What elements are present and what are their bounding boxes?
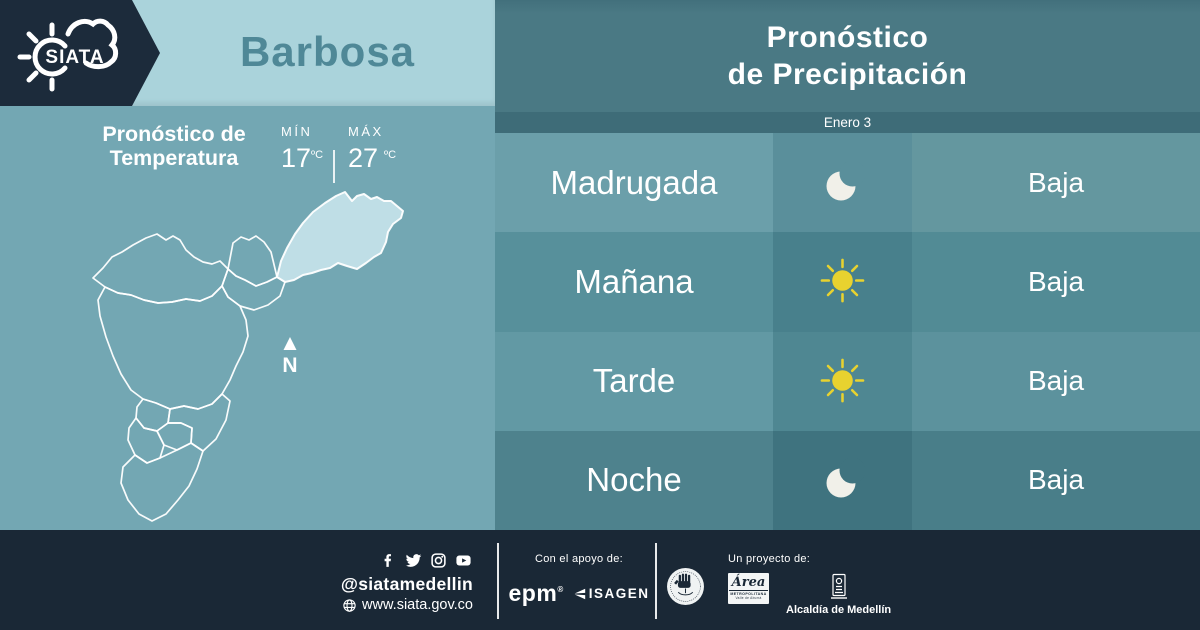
icon-cell-noche bbox=[773, 430, 912, 530]
compass-label: N bbox=[282, 354, 297, 377]
isagen-text: ISAGEN bbox=[588, 586, 650, 601]
siata-logo-text: SIATA bbox=[45, 47, 104, 68]
map-region-barbosa-highlight bbox=[276, 191, 404, 283]
period-cell-tarde: Tarde bbox=[495, 331, 773, 431]
temperature-heading-line1: Pronóstico de bbox=[102, 122, 246, 146]
level-cell-manana: Baja bbox=[912, 232, 1200, 332]
support-label: Con el apoyo de: bbox=[535, 553, 623, 565]
temp-max-unit: ºC bbox=[384, 149, 397, 161]
precipitation-title-line1: Pronóstico bbox=[766, 21, 929, 54]
alcaldia-text: Alcaldía de Medellín bbox=[786, 604, 892, 616]
epm-logo: epm® bbox=[509, 580, 564, 607]
precipitation-title-line2: de Precipitación bbox=[727, 58, 968, 91]
epm-registered-mark: ® bbox=[557, 585, 564, 594]
footer: @siatamedellin www.siata.gov.co Con el a… bbox=[0, 530, 1200, 630]
area-metropolitana-logo: Área METROPOLITANA Valle de Aburrá bbox=[728, 573, 769, 604]
level-cell-madrugada: Baja bbox=[912, 133, 1200, 233]
instagram-icon[interactable] bbox=[430, 552, 447, 569]
alcaldia-crest-icon bbox=[830, 573, 847, 599]
project-logos: Área METROPOLITANA Valle de Aburrá Alcal… bbox=[728, 573, 891, 616]
facebook-icon[interactable] bbox=[380, 552, 397, 569]
siata-sun-cloud-logo: SIATA bbox=[17, 18, 119, 92]
temp-min: MÍN 17ºC bbox=[281, 124, 323, 174]
temp-max-label: MÁX bbox=[348, 124, 384, 139]
icon-cell-tarde bbox=[773, 331, 912, 431]
left-header: SIATA Barbosa bbox=[0, 0, 495, 106]
area-metropolitana-text: METROPOLITANA bbox=[730, 591, 767, 596]
map-region-8 bbox=[127, 417, 165, 464]
level-cell-noche: Baja bbox=[912, 430, 1200, 530]
sun-arc bbox=[32, 37, 68, 77]
moon-icon bbox=[826, 160, 865, 201]
temperature-heading-line2: Temperatura bbox=[109, 146, 239, 170]
map-region-7 bbox=[156, 422, 193, 451]
siata-logo-pennant: SIATA bbox=[0, 0, 160, 106]
support-block: Con el apoyo de: epm® ISAGEN bbox=[506, 553, 652, 607]
compass-north: N bbox=[282, 337, 298, 377]
map-panel: N Pronóstico de Temperatura MÍN 17ºC MÁX… bbox=[0, 106, 495, 530]
temperature-heading: Pronóstico de Temperatura bbox=[86, 122, 262, 170]
twitter-icon[interactable] bbox=[404, 552, 423, 569]
temp-max-number: 27 bbox=[348, 143, 379, 173]
sun-icon bbox=[820, 259, 865, 303]
footer-divider-1 bbox=[497, 543, 499, 619]
level-cell-tarde: Baja bbox=[912, 331, 1200, 431]
map-region-2 bbox=[227, 235, 278, 287]
isagen-arrow-icon bbox=[574, 588, 585, 599]
page-title: Barbosa bbox=[239, 28, 416, 75]
website-text: www.siata.gov.co bbox=[362, 597, 473, 613]
period-cell-noche: Noche bbox=[495, 430, 773, 530]
project-block: Un proyecto de: Área METROPOLITANA Valle… bbox=[728, 553, 891, 616]
website-link[interactable]: www.siata.gov.co bbox=[285, 597, 473, 613]
map-region-3 bbox=[221, 268, 286, 311]
youtube-icon[interactable] bbox=[454, 552, 473, 569]
alcaldia-logo: Alcaldía de Medellín bbox=[786, 573, 891, 616]
period-cell-manana: Mañana bbox=[495, 232, 773, 332]
globe-icon bbox=[343, 598, 356, 612]
icon-cell-madrugada bbox=[773, 133, 912, 233]
sun-icon bbox=[820, 358, 865, 402]
date-strip: Enero 3 bbox=[495, 112, 1200, 133]
temp-min-unit: ºC bbox=[311, 149, 324, 161]
map-region-1 bbox=[92, 233, 229, 304]
moon-icon bbox=[826, 458, 865, 498]
precipitation-header: Pronóstico de Precipitación bbox=[495, 0, 1200, 112]
period-cell-madrugada: Madrugada bbox=[495, 133, 773, 233]
temp-min-number: 17 bbox=[281, 143, 312, 173]
area-valle-text: Valle de Aburrá bbox=[735, 596, 762, 601]
compass-arrow-icon bbox=[283, 337, 297, 350]
project-label: Un proyecto de: bbox=[728, 553, 811, 565]
social-block: @siatamedellin www.siata.gov.co bbox=[285, 551, 473, 613]
icon-cell-manana bbox=[773, 232, 912, 332]
support-logos: epm® ISAGEN bbox=[506, 580, 652, 607]
temp-min-value: 17ºC bbox=[281, 143, 323, 174]
area-script-text: Área bbox=[728, 576, 769, 592]
social-icons bbox=[285, 551, 473, 570]
map-region-9 bbox=[120, 442, 204, 522]
temp-min-label: MÍN bbox=[281, 124, 313, 139]
map-region-4 bbox=[97, 285, 249, 410]
university-hand-seal-logo bbox=[667, 568, 704, 605]
temperature-forecast: Pronóstico de Temperatura MÍN 17ºC MÁX 2… bbox=[0, 106, 495, 186]
temp-divider bbox=[333, 150, 335, 183]
cloud-outline bbox=[65, 18, 119, 70]
temp-max: MÁX 27 ºC bbox=[348, 124, 396, 174]
temp-max-value: 27 ºC bbox=[348, 143, 396, 174]
region-map: N bbox=[92, 191, 404, 522]
social-handle[interactable]: @siatamedellin bbox=[340, 574, 473, 594]
epm-text: epm bbox=[508, 580, 558, 606]
footer-divider-2 bbox=[655, 543, 657, 619]
isagen-logo: ISAGEN bbox=[573, 586, 650, 601]
precipitation-table: Madrugada Baja Mañana Baja Tarde bbox=[495, 133, 1200, 530]
